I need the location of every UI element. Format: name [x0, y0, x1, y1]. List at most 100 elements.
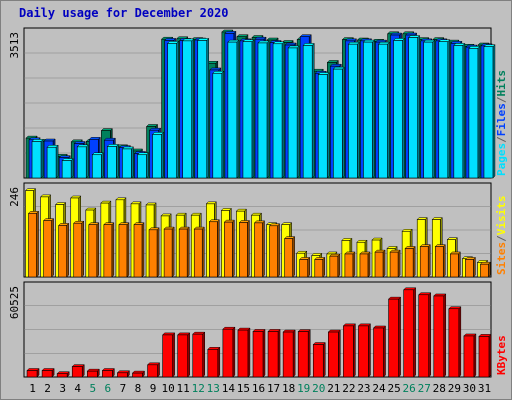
bar-kbytes-day-18 [282, 329, 296, 378]
bar-pages-day-17 [272, 41, 285, 179]
x-tick-day-23: 23 [357, 382, 370, 395]
bar-pages-day-24 [377, 41, 391, 179]
bar-kbytes-day-6 [101, 367, 115, 378]
x-tick-day-7: 7 [120, 382, 127, 395]
hits-panel-legend: Pages/Files/Hits [495, 70, 508, 176]
bar-kbytes-day-7 [116, 370, 131, 378]
x-tick-day-1: 1 [29, 382, 36, 395]
bar-sites-day-13 [208, 219, 220, 278]
bar-pages-day-12 [197, 37, 210, 179]
bar-kbytes-day-12 [192, 331, 206, 378]
bar-pages-day-16 [257, 40, 270, 179]
bar-kbytes-day-26 [403, 287, 417, 378]
x-tick-day-13: 13 [207, 382, 220, 395]
x-tick-day-14: 14 [222, 382, 236, 395]
bar-kbytes-day-31 [478, 333, 492, 378]
bar-kbytes-day-27 [418, 292, 432, 378]
bar-sites-day-11 [178, 226, 190, 278]
x-tick-day-2: 2 [44, 382, 51, 395]
visits-panel: 246 Sites/Visits [8, 182, 508, 278]
x-tick-day-31: 31 [478, 382, 491, 395]
x-tick-day-4: 4 [74, 382, 81, 395]
bar-pages-day-28 [438, 39, 451, 179]
bar-pages-day-26 [408, 34, 421, 179]
bar-pages-day-1 [31, 138, 44, 179]
bar-kbytes-day-16 [252, 328, 266, 378]
bar-pages-day-20 [317, 71, 330, 179]
x-axis-day-labels: 1 2 3 4 5 6 7 8 9 10 11 12 13 14 15 16 17 18 19 20 21 22 23 24 2… [29, 382, 491, 395]
x-tick-day-21: 21 [327, 382, 340, 395]
bar-kbytes-day-24 [372, 325, 387, 378]
bar-pages-day-21 [332, 66, 345, 179]
bar-sites-day-28 [434, 244, 446, 278]
bar-pages-day-23 [362, 39, 376, 179]
bar-pages-day-11 [182, 38, 195, 179]
bar-sites-day-5 [88, 222, 100, 278]
hits-panel-ymax-label: 3513 [8, 32, 21, 59]
x-tick-day-3: 3 [59, 382, 66, 395]
bar-kbytes-day-19 [297, 328, 311, 378]
bar-sites-day-1 [27, 210, 40, 278]
bar-sites-day-4 [73, 220, 85, 278]
bar-pages-day-25 [392, 37, 406, 179]
bar-sites-day-21 [329, 253, 341, 278]
bar-kbytes-day-23 [357, 323, 372, 378]
bar-pages-day-30 [468, 45, 481, 179]
bar-pages-day-7 [121, 146, 135, 179]
bar-pages-day-19 [302, 42, 315, 179]
bar-kbytes-day-28 [433, 293, 447, 378]
series-pages [31, 34, 496, 179]
x-tick-day-24: 24 [372, 382, 386, 395]
bar-sites-day-18 [284, 235, 296, 278]
bar-pages-day-4 [76, 144, 89, 179]
bar-kbytes-day-14 [222, 326, 236, 378]
bar-sites-day-9 [148, 227, 160, 278]
bar-pages-day-22 [347, 41, 360, 179]
bar-sites-day-22 [344, 251, 356, 278]
bar-sites-day-15 [238, 219, 251, 278]
bar-pages-day-15 [242, 39, 255, 179]
x-tick-day-27: 27 [418, 382, 431, 395]
series-kbytes [26, 287, 492, 378]
bar-kbytes-day-29 [448, 306, 462, 378]
bar-sites-day-26 [404, 245, 416, 278]
bar-sites-day-12 [193, 226, 205, 278]
bar-sites-day-16 [253, 220, 266, 278]
legend-files: Files [495, 103, 508, 136]
bar-kbytes-day-15 [237, 327, 251, 378]
legend-separator: / [495, 96, 508, 103]
bar-sites-day-3 [58, 222, 70, 278]
bar-pages-day-27 [423, 39, 436, 179]
bar-kbytes-day-1 [26, 367, 40, 378]
bar-pages-day-14 [227, 39, 240, 179]
bar-sites-day-19 [299, 256, 311, 278]
hits-panel: 3513 Pages/Files/Hits [8, 27, 508, 179]
legend-kbytes: KBytes [495, 335, 508, 375]
legend-visits: Visits [495, 196, 508, 236]
bar-pages-day-13 [212, 70, 225, 179]
visits-panel-ymax-label: 246 [8, 187, 21, 207]
bar-kbytes-day-4 [71, 364, 85, 378]
chart-title: Daily usage for December 2020 [19, 6, 229, 20]
bar-pages-day-10 [167, 40, 180, 179]
x-tick-day-9: 9 [150, 382, 157, 395]
bar-pages-day-3 [61, 157, 74, 179]
bar-kbytes-day-17 [267, 328, 281, 378]
x-tick-day-25: 25 [387, 382, 400, 395]
x-tick-day-10: 10 [161, 382, 174, 395]
x-tick-day-30: 30 [463, 382, 476, 395]
bar-sites-day-8 [133, 222, 145, 278]
bar-pages-day-8 [136, 152, 150, 179]
bar-kbytes-day-22 [342, 323, 356, 378]
bar-sites-day-7 [118, 222, 130, 278]
bar-sites-day-31 [479, 261, 492, 278]
bar-kbytes-day-13 [207, 346, 221, 378]
legend-hits: Hits [495, 70, 508, 97]
x-tick-day-29: 29 [448, 382, 461, 395]
bar-pages-day-29 [453, 42, 466, 179]
bar-sites-day-6 [103, 222, 115, 278]
x-tick-day-18: 18 [282, 382, 295, 395]
legend-separator: / [495, 235, 508, 242]
